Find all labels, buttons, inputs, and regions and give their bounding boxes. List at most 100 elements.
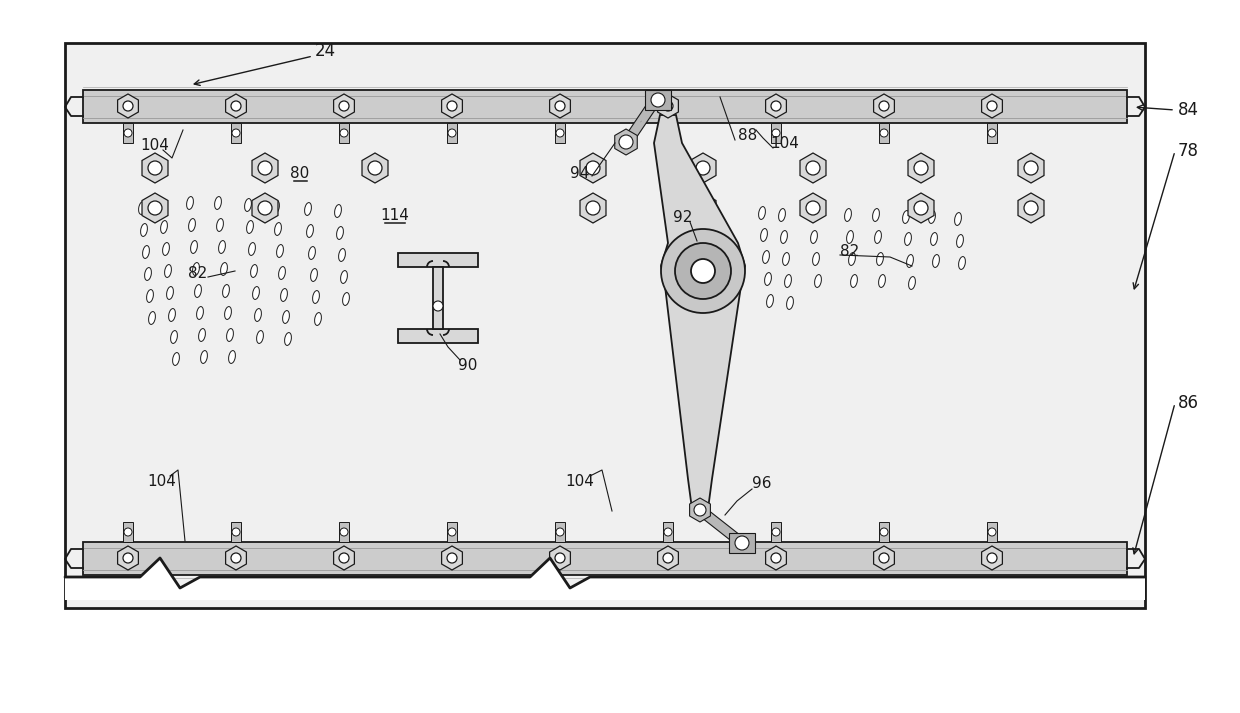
Bar	[64, 43, 1145, 608]
Circle shape	[124, 528, 131, 536]
Ellipse shape	[955, 212, 961, 225]
Circle shape	[691, 259, 715, 283]
Ellipse shape	[166, 287, 174, 299]
Ellipse shape	[956, 235, 963, 247]
Circle shape	[771, 553, 781, 563]
Ellipse shape	[785, 275, 791, 287]
Text: 24: 24	[315, 42, 336, 60]
Ellipse shape	[224, 307, 232, 319]
Bar	[663, 123, 673, 143]
Circle shape	[368, 161, 382, 175]
Polygon shape	[800, 193, 826, 223]
Text: 84: 84	[1178, 101, 1199, 119]
Ellipse shape	[315, 312, 321, 325]
Circle shape	[771, 101, 781, 111]
Polygon shape	[982, 94, 1002, 118]
Text: 104: 104	[140, 138, 170, 153]
Polygon shape	[624, 98, 660, 144]
Ellipse shape	[247, 220, 253, 233]
Text: 114: 114	[381, 207, 409, 222]
Circle shape	[806, 201, 820, 215]
Circle shape	[914, 161, 928, 175]
Text: 104: 104	[148, 473, 176, 488]
Bar	[645, 90, 671, 110]
Ellipse shape	[192, 262, 200, 275]
Ellipse shape	[342, 292, 350, 305]
Ellipse shape	[932, 255, 940, 267]
Bar	[771, 522, 781, 542]
Text: 82: 82	[841, 244, 859, 259]
Polygon shape	[362, 153, 388, 183]
Circle shape	[619, 135, 632, 149]
Ellipse shape	[143, 245, 149, 258]
Circle shape	[124, 129, 131, 137]
Circle shape	[340, 528, 348, 536]
Ellipse shape	[312, 291, 320, 304]
Ellipse shape	[786, 297, 794, 309]
Ellipse shape	[146, 289, 154, 302]
Ellipse shape	[191, 240, 197, 253]
Polygon shape	[689, 193, 715, 223]
Ellipse shape	[909, 277, 915, 289]
Polygon shape	[874, 546, 894, 570]
Ellipse shape	[171, 331, 177, 344]
Circle shape	[556, 129, 564, 137]
Ellipse shape	[248, 242, 255, 255]
Circle shape	[258, 201, 272, 215]
Polygon shape	[657, 94, 678, 118]
Ellipse shape	[228, 351, 236, 364]
Ellipse shape	[309, 247, 315, 260]
Bar	[123, 522, 133, 542]
Circle shape	[661, 229, 745, 313]
Text: 82: 82	[188, 265, 207, 280]
Polygon shape	[549, 94, 570, 118]
Ellipse shape	[283, 311, 289, 324]
Ellipse shape	[879, 275, 885, 287]
Circle shape	[696, 161, 711, 175]
Ellipse shape	[877, 252, 883, 265]
Circle shape	[879, 553, 889, 563]
Circle shape	[987, 553, 997, 563]
Polygon shape	[334, 546, 355, 570]
Polygon shape	[800, 153, 826, 183]
Circle shape	[663, 129, 672, 137]
Polygon shape	[908, 193, 934, 223]
Bar	[231, 522, 241, 542]
Polygon shape	[441, 546, 463, 570]
Bar	[879, 522, 889, 542]
Circle shape	[339, 553, 348, 563]
Polygon shape	[874, 94, 894, 118]
Ellipse shape	[165, 265, 171, 277]
Circle shape	[148, 201, 162, 215]
Bar	[398, 253, 477, 267]
Ellipse shape	[851, 275, 857, 287]
Circle shape	[675, 243, 732, 299]
Ellipse shape	[159, 199, 165, 212]
Ellipse shape	[760, 229, 768, 242]
Ellipse shape	[215, 197, 222, 210]
Text: 92: 92	[673, 210, 693, 225]
Circle shape	[988, 129, 996, 137]
Circle shape	[587, 201, 600, 215]
Ellipse shape	[812, 252, 820, 265]
Circle shape	[1024, 161, 1038, 175]
Bar	[446, 522, 458, 542]
Polygon shape	[765, 94, 786, 118]
Circle shape	[773, 129, 780, 137]
Ellipse shape	[140, 224, 148, 237]
Ellipse shape	[929, 210, 935, 223]
Ellipse shape	[808, 209, 816, 222]
Circle shape	[663, 553, 673, 563]
Ellipse shape	[959, 257, 966, 270]
Ellipse shape	[305, 202, 311, 215]
Polygon shape	[226, 94, 247, 118]
Ellipse shape	[280, 289, 288, 302]
Polygon shape	[697, 506, 745, 547]
Circle shape	[735, 536, 749, 550]
Bar	[446, 123, 458, 143]
Ellipse shape	[341, 270, 347, 284]
Circle shape	[258, 161, 272, 175]
Ellipse shape	[162, 242, 170, 255]
Bar	[83, 542, 1127, 575]
Circle shape	[231, 553, 241, 563]
